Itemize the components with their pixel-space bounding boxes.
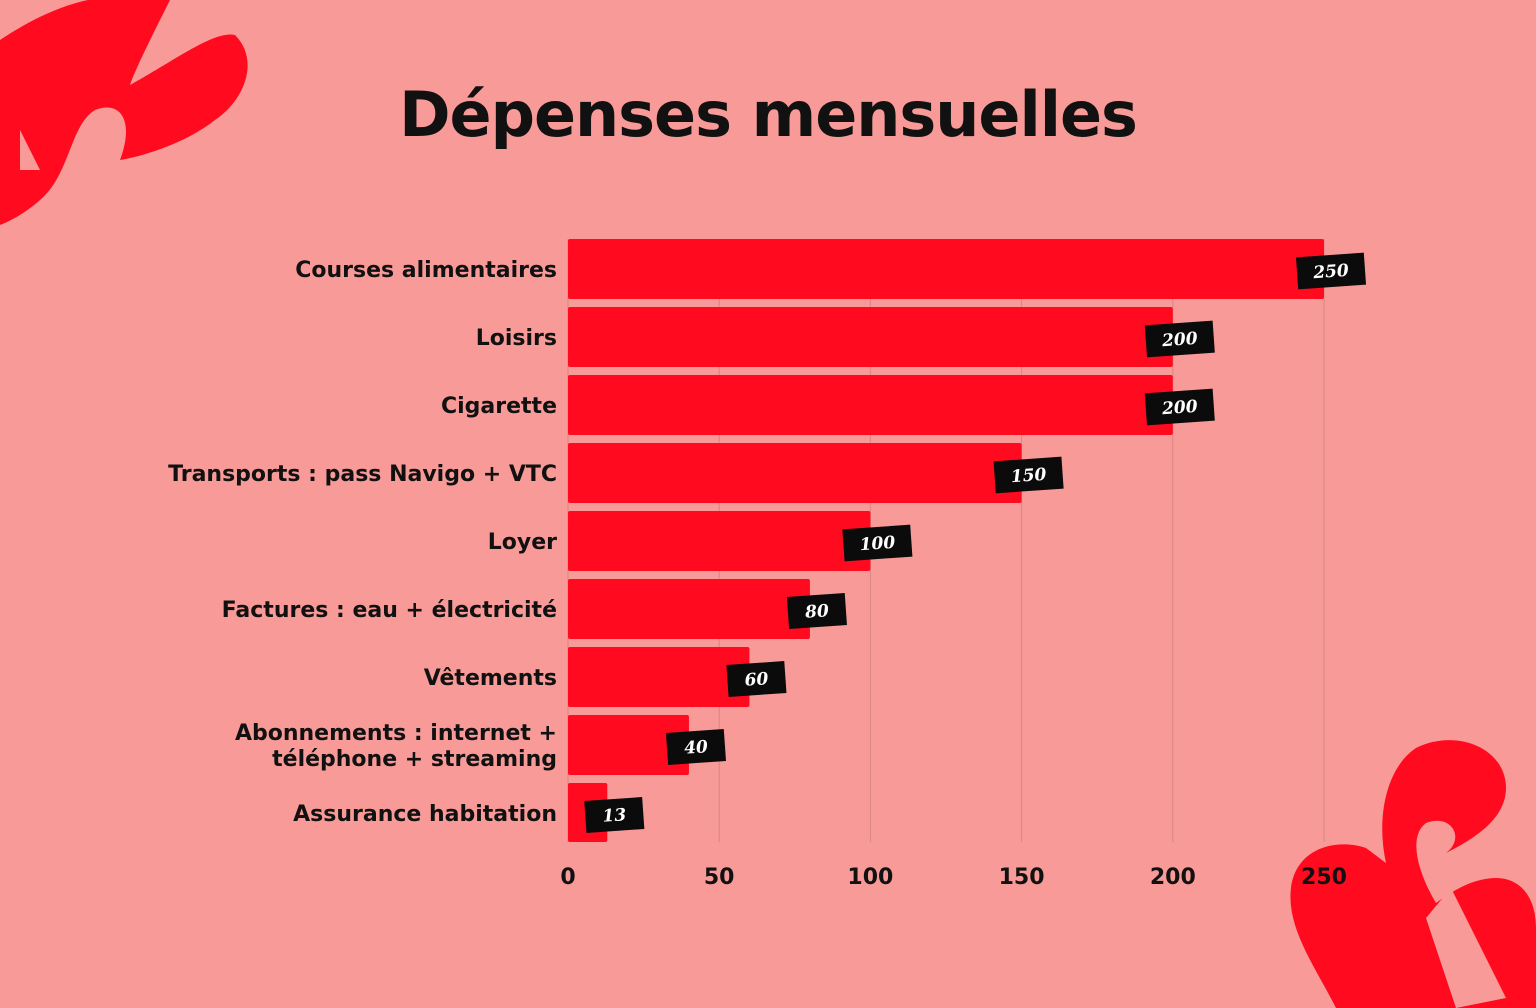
bottom-right-decoration xyxy=(1290,740,1536,1008)
chart-title: Dépenses mensuelles xyxy=(399,78,1138,151)
value-label-text: 80 xyxy=(803,601,829,623)
value-label: 200 xyxy=(1144,388,1215,426)
category-label: téléphone + streaming xyxy=(272,747,557,772)
bar xyxy=(568,715,689,775)
value-label-box xyxy=(786,593,847,629)
category-label: Factures : eau + électricité xyxy=(222,598,557,623)
top-left-decoration-notch xyxy=(20,130,40,170)
category-label: Loyer xyxy=(488,530,557,555)
value-label-text: 100 xyxy=(859,533,896,555)
category-label: Assurance habitation xyxy=(293,802,557,827)
category-label: Vêtements xyxy=(424,666,557,691)
value-label-text: 250 xyxy=(1312,261,1350,284)
value-label-text: 40 xyxy=(684,737,709,759)
top-left-decoration xyxy=(0,0,248,225)
value-label: 100 xyxy=(842,524,913,562)
value-label-box xyxy=(1295,252,1367,290)
bar xyxy=(568,579,810,639)
bar xyxy=(568,375,1173,435)
bar xyxy=(568,443,1022,503)
bar xyxy=(568,647,750,707)
value-label: 250 xyxy=(1295,252,1367,290)
value-labels: 250 200 200 150 100 80 60 40 13 xyxy=(584,252,1367,833)
bars xyxy=(568,239,1324,842)
category-labels: Courses alimentaires Loisirs Cigarette Tran… xyxy=(168,258,557,827)
category-label: Abonnements : internet + xyxy=(235,721,557,746)
category-label: Transports : pass Navigo + VTC xyxy=(168,462,557,487)
value-label: 150 xyxy=(993,456,1064,494)
value-label: 80 xyxy=(786,593,847,629)
category-label: Cigarette xyxy=(441,394,557,419)
top-left-decoration-shape xyxy=(0,0,248,225)
x-axis-ticks: 0 50 100 150 200 250 xyxy=(560,865,1347,890)
bar xyxy=(568,511,871,571)
value-label-text: 13 xyxy=(602,805,627,827)
value-label-box xyxy=(584,797,645,833)
value-label-box xyxy=(1144,388,1215,426)
value-label-text: 60 xyxy=(744,669,769,691)
x-tick-label: 0 xyxy=(560,865,575,890)
value-label-text: 200 xyxy=(1160,397,1198,420)
value-label: 13 xyxy=(584,797,645,833)
value-label-text: 150 xyxy=(1010,465,1047,487)
bar xyxy=(568,307,1173,367)
value-label: 40 xyxy=(665,729,727,765)
x-tick-label: 150 xyxy=(999,865,1045,890)
value-label: 200 xyxy=(1144,320,1215,358)
bar xyxy=(568,239,1324,299)
value-label-box xyxy=(1144,320,1215,358)
bottom-right-decoration-notch xyxy=(1426,888,1506,1008)
value-label-box xyxy=(993,456,1064,494)
category-label: Loisirs xyxy=(476,326,557,351)
value-label-box xyxy=(665,729,727,765)
x-tick-label: 100 xyxy=(847,865,893,890)
value-label: 60 xyxy=(726,661,787,697)
x-tick-label: 50 xyxy=(704,865,735,890)
x-tick-label: 250 xyxy=(1301,865,1347,890)
value-label-text: 200 xyxy=(1160,329,1198,352)
value-label-box xyxy=(726,661,787,697)
value-label-box xyxy=(842,524,913,562)
x-tick-label: 200 xyxy=(1150,865,1196,890)
category-label: Courses alimentaires xyxy=(295,258,557,283)
